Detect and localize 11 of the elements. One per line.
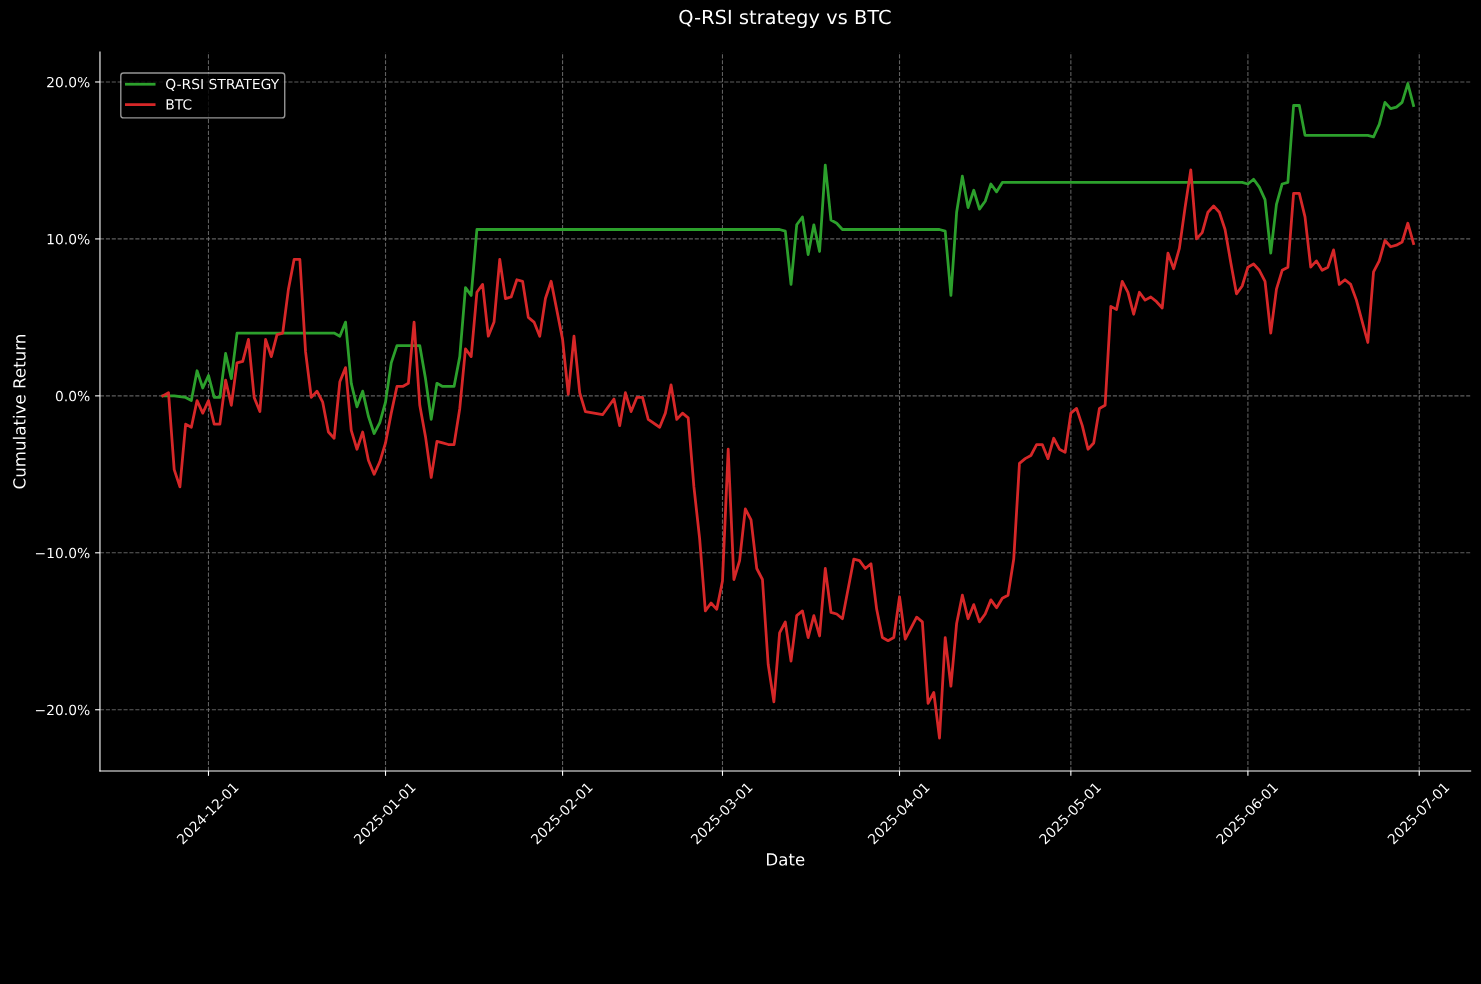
y-tick-label: 10.0% [47, 233, 90, 245]
line-series [161, 168, 1415, 740]
legend-label: BTC [166, 99, 192, 110]
y-tick-label: −10.0% [35, 547, 90, 559]
y-tick-label: 20.0% [47, 76, 90, 88]
y-axis-title: Cumulative Return [12, 335, 26, 489]
y-tick-label: −20.0% [35, 704, 90, 716]
chart-title: Q-RSI strategy vs BTC [679, 9, 891, 29]
x-axis-title: Date [767, 853, 805, 866]
legend-label: Q-RSI STRATEGY [166, 78, 280, 91]
y-tick-label: 0.0% [55, 390, 90, 402]
